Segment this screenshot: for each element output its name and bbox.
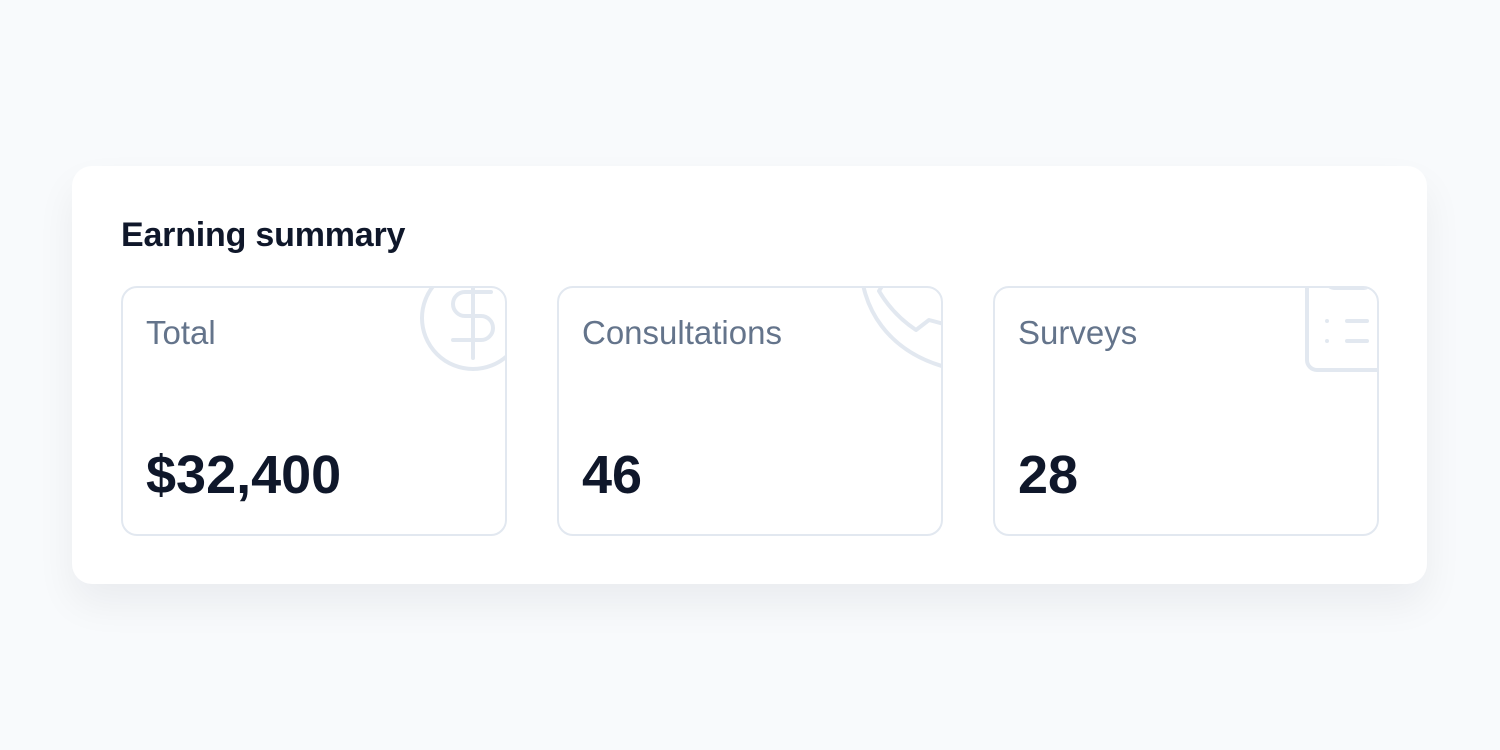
stat-tile-total: Total $32,400 (121, 286, 507, 536)
earning-summary-card: Earning summary Total $32,400 Consultati… (72, 166, 1427, 584)
stat-value: 46 (582, 445, 643, 505)
stat-value: 28 (1018, 445, 1079, 505)
stat-tile-consultations: Consultations 46 (557, 286, 943, 536)
dollar-circle-icon (420, 288, 505, 371)
clipboard-list-icon (1305, 288, 1377, 372)
stat-label: Surveys (1018, 314, 1138, 351)
stat-label: Consultations (582, 314, 782, 351)
stat-tile-surveys: Surveys 28 (993, 286, 1379, 536)
stat-value: $32,400 (146, 445, 342, 505)
phone-icon (861, 288, 941, 368)
card-title: Earning summary (121, 216, 406, 254)
stat-label: Total (146, 314, 216, 351)
